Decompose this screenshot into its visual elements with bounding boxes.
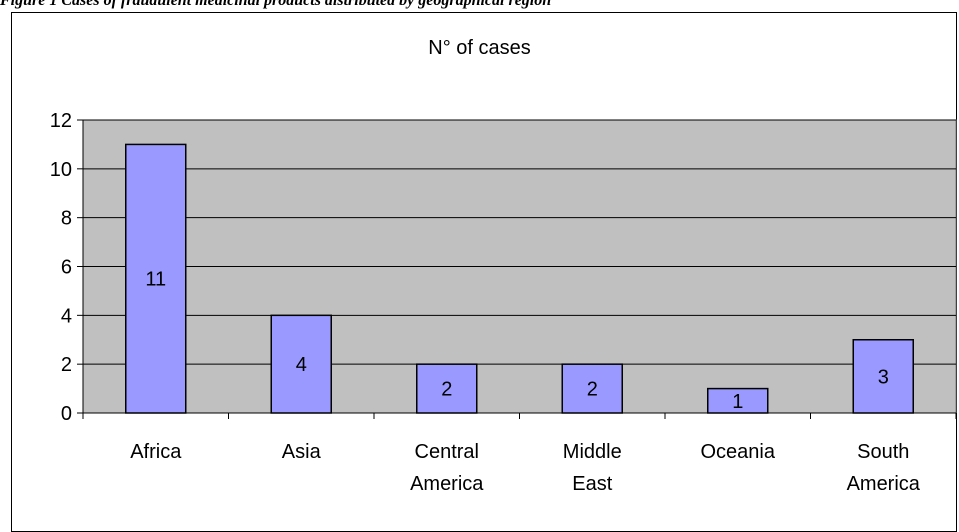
bar-value-label-1: 4	[296, 354, 307, 376]
chart-title: N° of cases	[428, 37, 530, 59]
bar-value-label-3: 2	[587, 379, 598, 401]
bar-value-label-2: 2	[441, 379, 452, 401]
x-tick-label-2-0: Central	[415, 441, 479, 463]
bar-5	[852, 339, 914, 414]
y-tick-label-8: 8	[61, 208, 72, 230]
y-tick-label-4: 4	[61, 305, 72, 327]
bar-value-label-4: 1	[732, 391, 743, 413]
x-tick-label-3-1: East	[572, 473, 612, 495]
x-tick-label-2-1: America	[410, 473, 484, 495]
y-tick-label-6: 6	[61, 257, 72, 279]
bar-1	[270, 314, 332, 414]
bar-value-label-0: 11	[145, 269, 166, 291]
bar-3	[561, 363, 623, 414]
x-tick-label-3-0: Middle	[563, 441, 622, 463]
figure-caption: Figure 1 Cases of fraudulent medicinal p…	[0, 0, 552, 9]
x-tick-label-0-0: Africa	[130, 441, 182, 463]
y-tick-label-10: 10	[50, 159, 72, 181]
x-tick-label-4-0: Oceania	[701, 441, 776, 463]
bar-value-label-5: 3	[878, 366, 889, 388]
bar-0	[125, 143, 187, 414]
x-tick-label-5-0: South	[857, 441, 909, 463]
y-tick-label-2: 2	[61, 354, 72, 376]
bar-4	[707, 387, 769, 414]
y-tick-label-12: 12	[50, 110, 72, 132]
x-tick-label-5-1: America	[847, 473, 921, 495]
y-tick-label-0: 0	[61, 403, 72, 425]
bar-2	[416, 363, 478, 414]
x-tick-label-1-0: Asia	[282, 441, 322, 463]
